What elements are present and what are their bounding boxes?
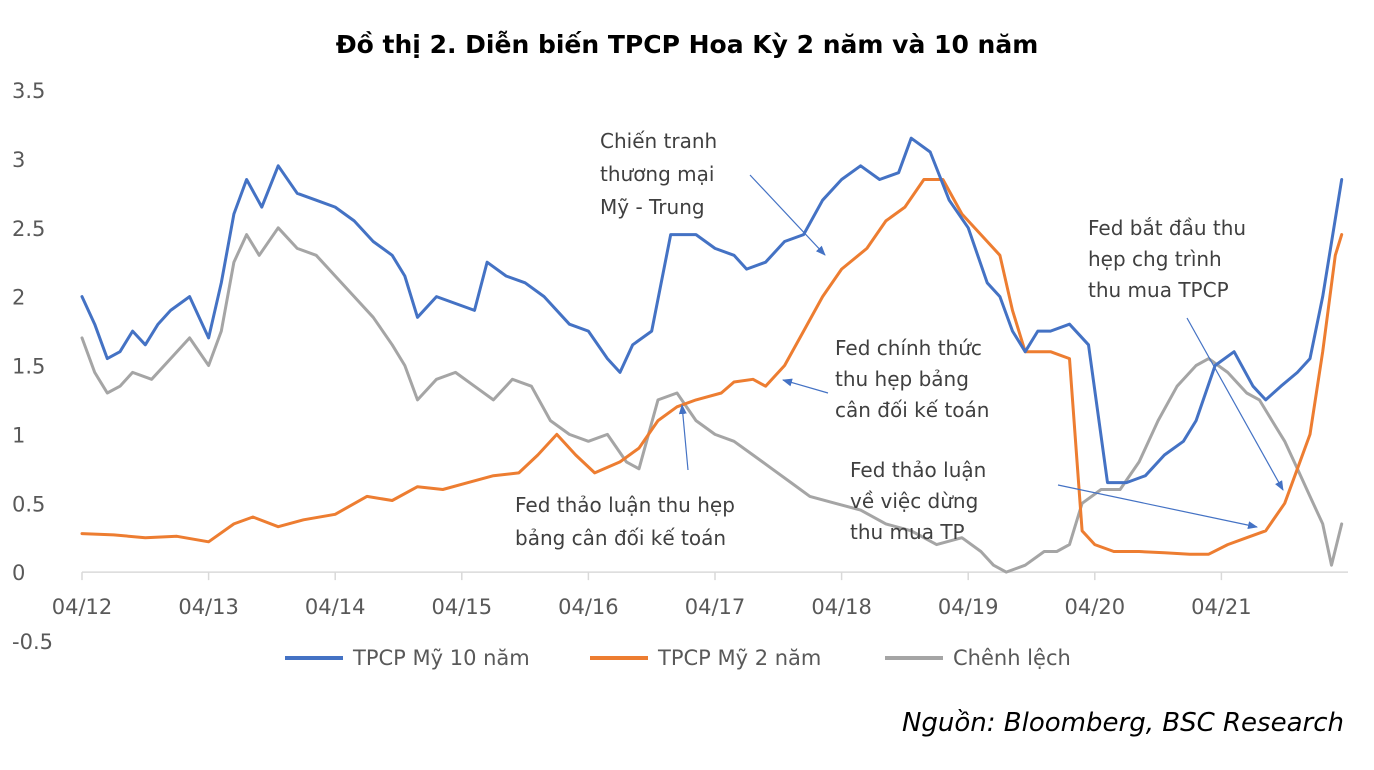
series-line-0 xyxy=(80,136,1344,485)
legend-label: Chênh lệch xyxy=(953,646,1071,670)
annotation-text: Fed chính thức xyxy=(835,336,982,360)
annotation-arrow xyxy=(1186,317,1284,491)
y-tick-label: 1.5 xyxy=(12,355,45,379)
series-line-2 xyxy=(80,226,1344,574)
annotation-text: Fed thảo luận xyxy=(850,458,986,482)
legend: TPCP Mỹ 10 năm TPCP Mỹ 2 năm Chênh lệch xyxy=(285,646,1071,670)
x-tick-label: 04/13 xyxy=(178,595,239,619)
y-tick-label: 0.5 xyxy=(12,492,45,516)
annotation-text: thu mua TPCP xyxy=(1088,278,1229,302)
legend-label: TPCP Mỹ 10 năm xyxy=(352,646,530,670)
x-tick-label: 04/18 xyxy=(811,595,872,619)
x-tick-label: 04/12 xyxy=(52,595,113,619)
chart-title: Đồ thị 2. Diễn biến TPCP Hoa Kỳ 2 năm và… xyxy=(335,30,1039,59)
annotation-arrow xyxy=(749,174,826,256)
x-tick-label: 04/14 xyxy=(305,595,366,619)
y-tick-label: 1 xyxy=(12,423,25,447)
annotation-arrow xyxy=(782,378,829,394)
y-tick-label: 3.5 xyxy=(12,79,45,103)
y-tick-label: 3 xyxy=(12,148,25,172)
y-axis-ticks: 3.5 3 2.5 2 1.5 1 0.5 0 -0.5 xyxy=(12,79,53,654)
x-tick-label: 04/15 xyxy=(432,595,493,619)
annotation-text: Chiến tranh xyxy=(600,129,717,153)
x-tick-label: 04/17 xyxy=(685,595,746,619)
annotation-text: thu hẹp bảng xyxy=(835,367,969,391)
y-tick-label: -0.5 xyxy=(12,630,53,654)
x-tick-label: 04/21 xyxy=(1191,595,1252,619)
annotation-text: thương mại xyxy=(600,162,714,186)
annotation-text: cân đối kế toán xyxy=(835,398,989,422)
series-line-1 xyxy=(80,178,1344,556)
x-axis: 04/12 04/13 04/14 04/15 04/16 04/17 04/18 04/19… xyxy=(52,571,1348,619)
annotation-text: bảng cân đối kế toán xyxy=(515,526,726,550)
y-tick-label: 2 xyxy=(12,286,25,310)
annotation-text: Fed bắt đầu thu xyxy=(1088,216,1246,240)
series-lines xyxy=(80,136,1344,574)
legend-label: TPCP Mỹ 2 năm xyxy=(657,646,821,670)
y-tick-label: 2.5 xyxy=(12,217,45,241)
annotation-text: thu mua TP xyxy=(850,520,965,544)
annotation-arrow xyxy=(1057,484,1258,530)
annotation-text: Mỹ - Trung xyxy=(600,195,705,219)
annotation-arrow xyxy=(678,404,689,471)
x-tick-label: 04/16 xyxy=(558,595,619,619)
annotations: Chiến tranh thương mại Mỹ - Trung Fed chính… xyxy=(515,129,1284,550)
annotation-text: về việc dừng xyxy=(850,489,978,513)
x-tick-label: 04/19 xyxy=(938,595,999,619)
source-note: Nguồn: Bloomberg, BSC Research xyxy=(901,708,1344,738)
annotation-text: Fed thảo luận thu hẹp xyxy=(515,493,735,517)
annotation-text: hẹp chg trình xyxy=(1088,247,1222,271)
y-tick-label: 0 xyxy=(12,561,25,585)
x-tick-label: 04/20 xyxy=(1065,595,1126,619)
